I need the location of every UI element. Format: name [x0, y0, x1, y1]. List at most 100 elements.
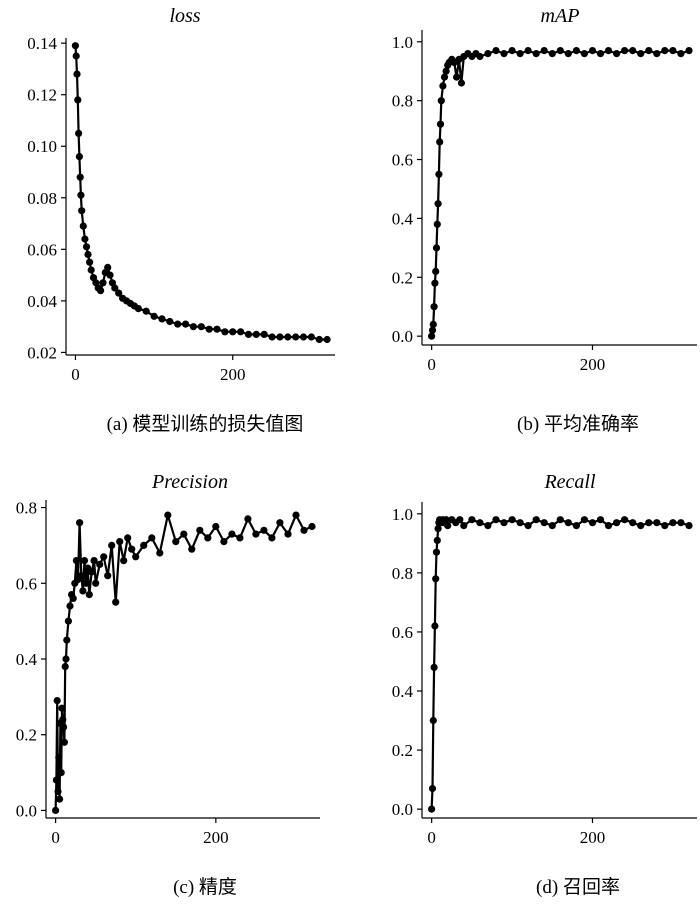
data-point: [307, 333, 315, 341]
data-point: [260, 330, 268, 338]
y-tick-label: 0.6: [392, 151, 413, 170]
data-point: [299, 333, 308, 341]
data-point: [84, 250, 92, 259]
data-point: [96, 560, 104, 569]
data-point: [645, 519, 653, 527]
data-point: [120, 557, 128, 565]
data-point: [548, 522, 556, 530]
data-point: [134, 305, 142, 313]
data-point: [124, 534, 132, 542]
data-point: [457, 79, 465, 87]
data-point: [432, 548, 441, 556]
x-tick-label: 0: [427, 355, 436, 374]
data-point: [492, 516, 500, 524]
data-point: [220, 538, 228, 546]
y-tick-label: 1.0: [392, 505, 413, 524]
x-tick-label: 0: [71, 365, 80, 384]
data-point: [236, 534, 244, 542]
data-point: [204, 534, 212, 542]
x-tick-label: 200: [203, 828, 229, 847]
data-point: [78, 207, 86, 215]
data-point: [260, 526, 268, 534]
data-point: [59, 716, 67, 724]
y-tick-label: 0.6: [392, 623, 413, 642]
y-tick-label: 0.8: [392, 564, 413, 583]
data-point: [556, 47, 564, 55]
data-point: [500, 50, 508, 58]
data-point: [77, 572, 85, 580]
data-point: [77, 191, 85, 199]
data-point: [685, 47, 693, 55]
data-point: [55, 753, 63, 762]
data-point: [52, 776, 61, 784]
data-point: [111, 284, 119, 292]
data-point: [76, 173, 84, 181]
data-point: [66, 602, 74, 610]
data-point: [500, 519, 508, 527]
data-point: [172, 538, 180, 546]
data-point: [164, 511, 172, 519]
data-point: [434, 525, 442, 533]
y-tick-label: 0.14: [27, 34, 57, 53]
data-point: [74, 96, 82, 104]
data-point: [213, 325, 221, 333]
data-point: [661, 522, 669, 530]
data-point: [284, 530, 292, 538]
data-point: [677, 50, 685, 58]
data-point: [613, 519, 621, 527]
data-point: [221, 328, 229, 336]
data-point: [653, 50, 661, 58]
panel-caption: (b) 平均准确率: [517, 413, 639, 435]
data-point: [197, 323, 205, 331]
data-point: [637, 50, 645, 58]
data-point: [435, 170, 443, 178]
data-point: [156, 549, 164, 557]
data-point: [460, 522, 468, 530]
data-point: [596, 516, 605, 524]
plot-area: 0.0 0.2 0.4 0.6 0.8 1.0 0 200: [392, 30, 697, 374]
data-point: [453, 73, 461, 81]
panel-title: mAP: [541, 5, 580, 27]
data-point: [174, 320, 182, 328]
data-point: [564, 50, 572, 58]
data-point: [63, 636, 71, 644]
data-point: [440, 73, 449, 81]
data-point: [476, 519, 484, 527]
data-point: [436, 138, 444, 146]
y-tick-label: 0.6: [16, 574, 37, 593]
data-point: [556, 516, 564, 524]
data-point: [428, 805, 436, 813]
data-point: [508, 47, 516, 55]
data-point: [476, 52, 484, 61]
data-point: [604, 47, 613, 55]
data-point: [148, 534, 156, 542]
data-point: [468, 516, 476, 524]
data-point: [430, 303, 438, 311]
data-point: [629, 47, 637, 55]
data-point: [229, 328, 237, 336]
data-point: [73, 70, 81, 78]
data-point: [76, 519, 84, 527]
data-point: [75, 129, 83, 137]
data-point: [323, 335, 331, 344]
data-point: [677, 519, 685, 527]
x-tick-label: 200: [580, 355, 606, 374]
data-point: [104, 572, 112, 580]
x-tick-label: 200: [220, 365, 246, 384]
data-point: [516, 50, 524, 58]
data-point: [315, 335, 323, 344]
data-point: [428, 332, 436, 340]
data-point: [428, 326, 437, 334]
data-point: [284, 333, 292, 341]
data-point: [685, 522, 693, 530]
data-point: [212, 522, 220, 531]
data-point: [60, 723, 68, 731]
y-tick-label: 0.8: [392, 92, 413, 111]
data-point: [196, 526, 204, 534]
data-point: [442, 67, 450, 75]
panel-loss: loss 0.02 0.04 0.06 0.08 0.10 0.12 0.14 0 200 (a…: [27, 5, 335, 435]
data-point: [524, 522, 532, 530]
data-point: [532, 516, 540, 524]
data-point: [548, 50, 556, 58]
